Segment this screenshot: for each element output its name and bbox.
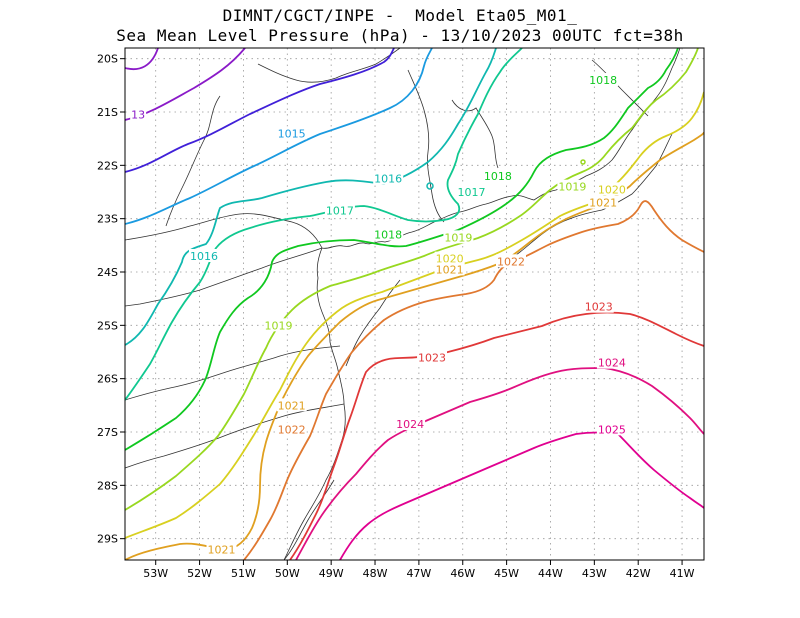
contour-label: 1022 <box>278 423 306 436</box>
contour-label: 1021 <box>208 543 236 556</box>
contour-label: 1018 <box>589 74 617 87</box>
contour-label: 1019 <box>558 181 586 194</box>
contour-label: 1021 <box>436 263 464 276</box>
contour-label-bg <box>276 126 307 140</box>
contour-label-bg <box>188 249 219 262</box>
chart-title-line2: Sea Mean Level Pressure (hPa) - 13/10/20… <box>116 26 684 45</box>
lon-tick-label: 43W <box>582 567 607 580</box>
lat-tick-label: 23S <box>97 213 118 226</box>
isobar-1020 <box>125 91 704 539</box>
lon-tick-label: 50W <box>275 567 300 580</box>
map-axes: 20S 21S 22S 23S 24S 25S 26S 27S 28S 29S 53W 52W 51W 5… <box>97 53 695 580</box>
isobar-1016 <box>125 48 497 346</box>
lon-tick-label: 53W <box>143 567 168 580</box>
contour-label-bg <box>496 254 526 268</box>
contour-label-bg <box>583 299 614 313</box>
isobar-1015 <box>125 48 433 225</box>
contour-label: 1024 <box>598 357 626 370</box>
contour-label-bg <box>443 230 474 244</box>
isobar-1023 <box>289 311 704 560</box>
isobar-1025 <box>339 431 704 560</box>
lat-tick-label: 20S <box>97 53 118 66</box>
contour-label: 1016 <box>190 250 218 263</box>
contour-label: 13 <box>131 109 145 122</box>
isobar-1013 <box>125 48 246 121</box>
contour-label: 1020 <box>598 183 626 196</box>
lon-tick-label: 49W <box>319 567 344 580</box>
isobar-1013b <box>125 48 159 70</box>
contour-label: 1019 <box>265 319 293 332</box>
contour-label: 1023 <box>585 301 613 314</box>
isobar-1014 <box>125 48 395 173</box>
small-ring <box>426 182 434 190</box>
isobar-1019 <box>125 48 699 511</box>
contour-label: 1019 <box>444 231 472 244</box>
contour-label-bg <box>417 350 448 364</box>
chart-title-line1: DIMNT/CGCT/INPE - Model Eta05_M01_ <box>222 6 578 25</box>
contour-label-bg <box>263 318 294 332</box>
contour-label: 1017 <box>458 186 486 199</box>
contour-label-bg <box>324 203 355 217</box>
lon-tick-label: 45W <box>494 567 519 580</box>
contour-label-bg <box>130 107 147 121</box>
contour-label-bg <box>276 422 307 436</box>
contour-label: 1018 <box>484 170 512 183</box>
contour-label-bg <box>276 398 307 412</box>
map-frame <box>124 47 705 561</box>
contour-label-bg <box>482 169 513 182</box>
contour-labels: 1310151016101610171017101810181018101910… <box>130 73 627 556</box>
contour-label: 1024 <box>396 418 424 431</box>
contour-label-bg <box>206 542 237 556</box>
contour-label-bg <box>373 227 404 241</box>
contour-label-bg <box>373 171 404 185</box>
contour-label: 1025 <box>598 423 626 436</box>
lat-tick-label: 26S <box>97 373 118 386</box>
isobar-1017 <box>125 48 523 401</box>
lat-tick-label: 25S <box>97 319 118 332</box>
contour-label: 1016 <box>374 173 402 186</box>
contour-label-bg <box>557 179 588 193</box>
lon-tick-label: 51W <box>231 567 256 580</box>
lon-tick-label: 47W <box>406 567 431 580</box>
lat-tick-label: 28S <box>97 479 118 492</box>
isobar-1022 <box>243 200 704 560</box>
contour-label-bg <box>596 422 627 436</box>
contour-label-bg <box>596 182 627 196</box>
isobar-1018 <box>125 48 679 451</box>
contour-label-bg <box>588 195 619 209</box>
lat-tick-label: 29S <box>97 533 118 546</box>
contour-label: 1015 <box>278 127 306 140</box>
contour-label: 1022 <box>497 255 525 268</box>
contour-label: 1017 <box>326 205 354 218</box>
lon-tick-label: 52W <box>187 567 212 580</box>
lon-tick-label: 41W <box>670 567 695 580</box>
lat-tick-label: 21S <box>97 106 118 119</box>
isobars <box>125 48 704 560</box>
lat-tick-label: 22S <box>97 159 118 172</box>
contour-label: 1018 <box>374 229 402 242</box>
contour-label-bg <box>395 417 426 430</box>
isobar-1024 <box>295 367 704 560</box>
lon-tick-label: 42W <box>626 567 651 580</box>
contour-label-bg <box>456 185 487 198</box>
contour-label: 1021 <box>589 197 617 210</box>
small-dot <box>580 159 586 165</box>
contour-label-bg <box>434 262 465 276</box>
contour-label: 1023 <box>418 351 446 364</box>
lat-tick-label: 27S <box>97 426 118 439</box>
contour-label-bg <box>434 251 465 265</box>
contour-label-bg <box>588 73 619 86</box>
isobar-1021 <box>125 131 704 560</box>
lon-tick-label: 44W <box>538 567 563 580</box>
lon-tick-label: 48W <box>363 567 388 580</box>
lon-tick-label: 46W <box>450 567 475 580</box>
lat-tick-label: 24S <box>97 266 118 279</box>
contour-label: 1021 <box>278 399 306 412</box>
contour-label-bg <box>596 355 627 369</box>
